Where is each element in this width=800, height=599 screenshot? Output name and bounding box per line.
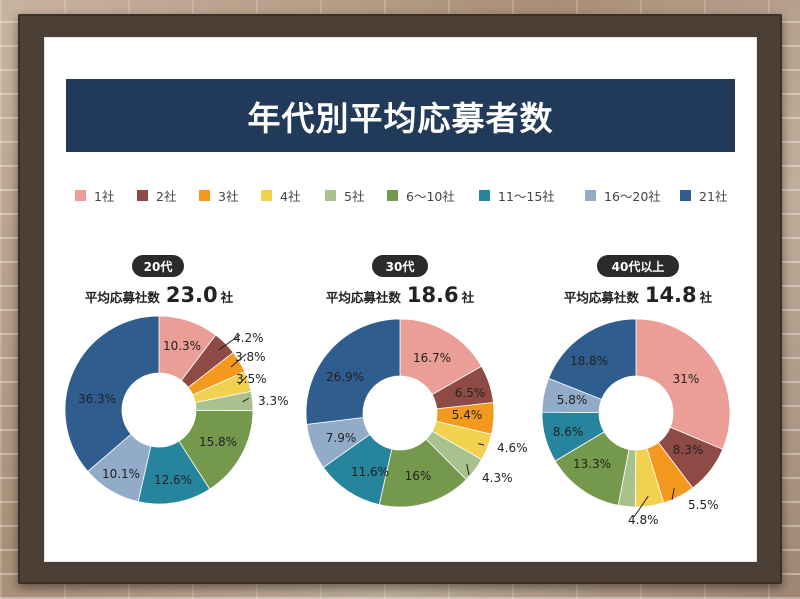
legend-label: 21社 (699, 189, 728, 204)
average-value: 18.6 (406, 283, 459, 307)
average-20s: 平均応募社数 23.0 社 (85, 283, 233, 307)
slice-label: 3.5% (236, 372, 267, 386)
age-group-badge-20s: 20代 (132, 255, 184, 277)
legend-label: 6～10社 (406, 189, 455, 204)
slice-label: 31% (673, 372, 700, 386)
legend-label: 1社 (94, 189, 115, 204)
legend-label: 16～20社 (604, 189, 661, 204)
slice-label: 4.2% (233, 331, 264, 345)
average-value: 14.8 (644, 283, 697, 307)
legend-swatch (585, 190, 596, 201)
slice-label: 4.3% (482, 471, 513, 485)
legend-label: 5社 (344, 189, 365, 204)
slice-label: 4.6% (497, 441, 528, 455)
slice-label: 26.9% (326, 370, 364, 384)
legend-swatch (137, 190, 148, 201)
slice-label: 16% (405, 469, 432, 483)
slice-label: 16.7% (413, 351, 451, 365)
leader-line (633, 495, 649, 518)
legend-swatch (680, 190, 691, 201)
legend-item-1: 1社 (75, 186, 114, 205)
legend-swatch (387, 190, 398, 201)
leader-line (671, 487, 675, 501)
leader-line (466, 463, 470, 476)
age-group-badge-30s: 30代 (372, 255, 428, 277)
average-40s-plus: 平均応募社数 14.8 社 (564, 283, 712, 307)
slice-label: 36.3% (78, 392, 116, 406)
slice-label: 7.9% (326, 431, 357, 445)
leader-line (230, 353, 247, 368)
leader-line (478, 443, 485, 446)
slice-label: 11.6% (351, 465, 389, 479)
donut-slice (548, 318, 637, 400)
legend-label: 2社 (156, 189, 177, 204)
slice-label: 8.3% (673, 443, 704, 457)
average-label: 平均応募社数 (563, 290, 639, 305)
slice-label: 10.3% (163, 339, 201, 353)
legend-item-7: 11～15社 (479, 186, 555, 205)
age-group-badge-40s-plus: 40代以上 (597, 255, 679, 277)
leader-line (242, 397, 250, 403)
legend-swatch (479, 190, 490, 201)
legend-swatch (199, 190, 210, 201)
legend-item-9: 21社 (680, 186, 727, 205)
donut-slice (399, 318, 483, 396)
legend-swatch (325, 190, 336, 201)
average-value: 23.0 (165, 283, 218, 307)
legend-item-4: 4社 (261, 186, 300, 205)
donut-slice (305, 318, 401, 425)
legend-label: 4社 (280, 189, 301, 204)
slice-label: 3.3% (258, 394, 289, 408)
legend-item-2: 2社 (137, 186, 176, 205)
legend-item-6: 6～10社 (387, 186, 455, 205)
donut-slice (64, 315, 160, 472)
slice-label: 18.8% (570, 354, 608, 368)
donut-slice (635, 318, 731, 450)
average-label: 平均応募社数 (84, 290, 160, 305)
slice-label: 4.8% (628, 513, 659, 527)
legend-label: 11～15社 (498, 189, 555, 204)
leader-line (217, 334, 241, 351)
legend-item-5: 5社 (325, 186, 364, 205)
slice-label: 10.1% (102, 467, 140, 481)
slice-label: 5.8% (557, 393, 588, 407)
legend-label: 3社 (218, 189, 239, 204)
average-unit: 社 (699, 290, 713, 305)
slice-label: 12.6% (154, 473, 192, 487)
legend-item-8: 16～20社 (585, 186, 661, 205)
legend-swatch (261, 190, 272, 201)
average-unit: 社 (220, 290, 234, 305)
average-unit: 社 (461, 290, 475, 305)
slice-label: 6.5% (455, 386, 486, 400)
leader-line (238, 375, 248, 385)
legend-swatch (75, 190, 86, 201)
slice-label: 3.8% (235, 350, 266, 364)
slice-label: 5.5% (688, 498, 719, 512)
page-title: 年代別平均応募者数 (66, 79, 735, 152)
slice-label: 13.3% (573, 457, 611, 471)
average-30s: 平均応募社数 18.6 社 (326, 283, 474, 307)
slice-label: 5.4% (452, 408, 483, 422)
slice-label: 8.6% (553, 425, 584, 439)
legend-item-3: 3社 (199, 186, 238, 205)
average-label: 平均応募社数 (325, 290, 401, 305)
slice-label: 15.8% (199, 435, 237, 449)
